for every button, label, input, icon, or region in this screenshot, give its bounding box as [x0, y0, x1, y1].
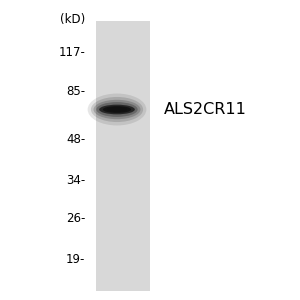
Text: 48-: 48- [66, 133, 85, 146]
Ellipse shape [94, 100, 140, 119]
Bar [96, 21, 150, 291]
Text: 85-: 85- [66, 85, 85, 98]
Ellipse shape [99, 105, 135, 114]
Ellipse shape [91, 97, 143, 122]
Text: 34-: 34- [66, 173, 85, 187]
Text: 117-: 117- [58, 46, 85, 59]
Text: ALS2CR11: ALS2CR11 [164, 102, 246, 117]
Ellipse shape [103, 106, 131, 113]
Text: (kD): (kD) [60, 14, 86, 26]
Ellipse shape [107, 107, 127, 112]
Ellipse shape [96, 102, 138, 117]
Ellipse shape [88, 94, 146, 125]
Text: 19-: 19- [66, 253, 86, 266]
Text: 26-: 26- [66, 212, 86, 226]
